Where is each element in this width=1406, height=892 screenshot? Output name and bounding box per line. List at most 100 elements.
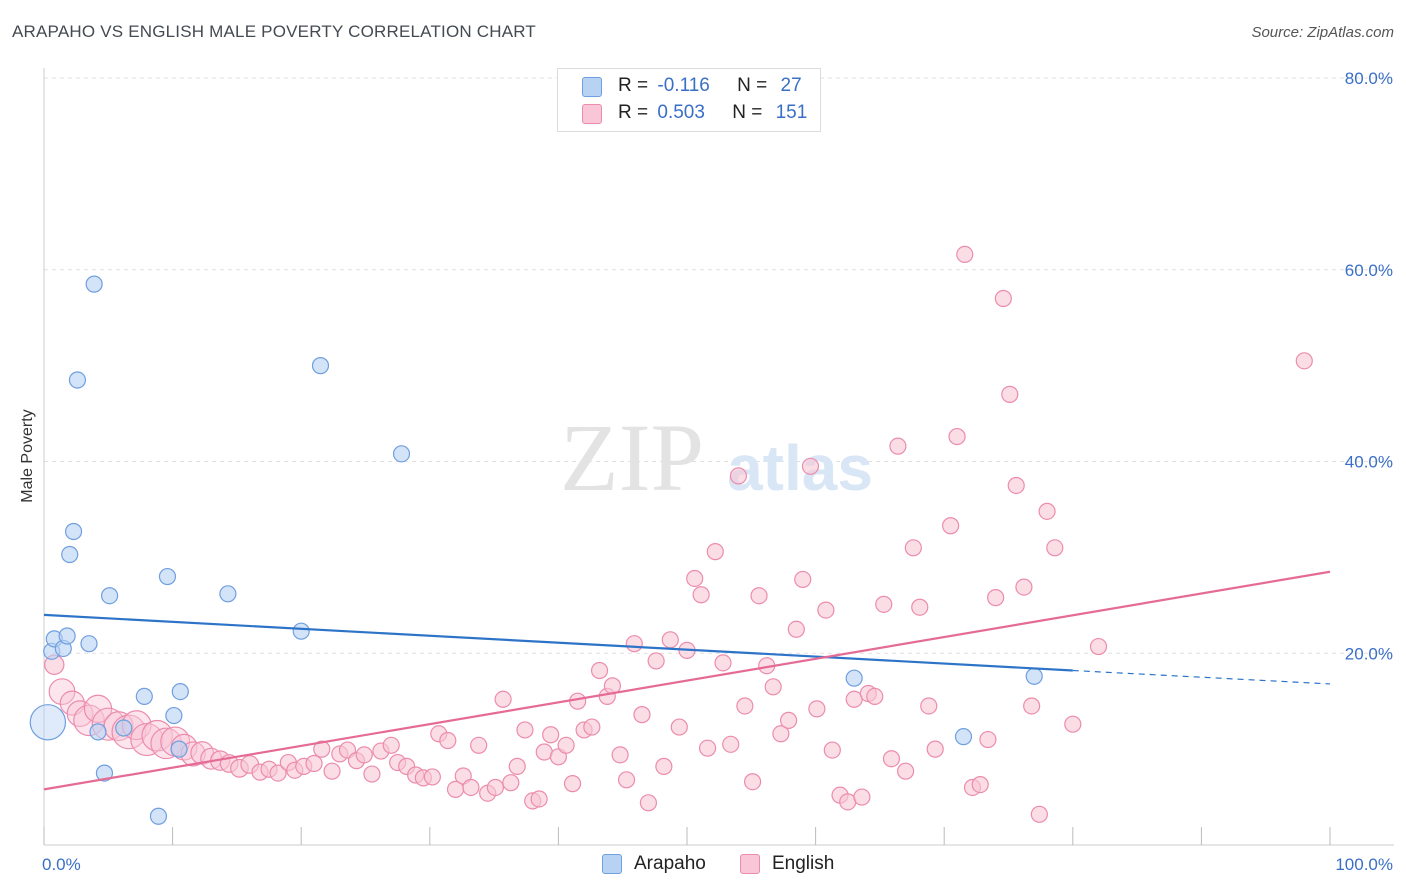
english-point-50 (486, 778, 504, 797)
trend-lines (43, 570, 1331, 791)
r-label: R = (618, 102, 649, 123)
english-point-64 (583, 718, 601, 736)
english-point-35 (363, 765, 381, 783)
arapaho-point-21 (292, 622, 310, 640)
n-label: N = (737, 75, 768, 96)
english-point-106 (889, 437, 907, 455)
english-point-37 (382, 736, 400, 754)
n-label: N = (732, 102, 763, 123)
english-point-127 (1064, 715, 1082, 733)
english-points (44, 245, 1313, 823)
arapaho-points (29, 275, 1043, 825)
english-point-86 (743, 773, 762, 791)
english-point-122 (1015, 578, 1033, 596)
legend-english-label: English (772, 853, 835, 874)
english-point-90 (772, 725, 790, 743)
english-point-113 (948, 427, 966, 446)
arapaho-point-14 (135, 687, 153, 705)
english-point-119 (994, 289, 1012, 308)
arapaho-point-5 (61, 545, 79, 564)
english-point-61 (563, 775, 582, 793)
english-point-81 (706, 543, 724, 561)
y-tick-label: 80.0% (1345, 69, 1393, 88)
x-tick-label: 0.0% (42, 855, 81, 874)
x-tick-label: 100.0% (1335, 855, 1393, 874)
arapaho-point-15 (149, 807, 168, 825)
arapaho-swatch (582, 77, 602, 97)
arapaho-point-8 (80, 635, 98, 653)
legend-arapaho-swatch (602, 854, 622, 874)
watermark: ZIP atlas (560, 404, 873, 511)
english-point-44 (439, 731, 457, 750)
english-point-47 (462, 778, 480, 797)
english-point-34 (355, 746, 373, 764)
english-point-103 (866, 687, 884, 705)
english-point-111 (926, 740, 944, 758)
english-point-107 (897, 762, 915, 780)
arapaho-point-7 (68, 371, 87, 389)
english-point-83 (722, 735, 740, 753)
y-tick-label: 20.0% (1345, 644, 1393, 663)
arapaho-point-13 (115, 719, 133, 737)
english-point-124 (1030, 805, 1048, 823)
english-point-48 (470, 736, 488, 754)
stats-box: R = -0.116 N = 27 R = 0.503 N = 151 (557, 68, 821, 132)
arapaho-point-16 (158, 567, 177, 586)
arapaho-point-10 (89, 723, 107, 741)
english-point-68 (611, 746, 629, 764)
english-point-62 (569, 692, 587, 710)
chart-title: ARAPAHO VS ENGLISH MALE POVERTY CORRELAT… (12, 22, 537, 41)
english-point-84 (729, 467, 748, 485)
y-tick-label: 60.0% (1345, 261, 1393, 280)
english-swatch (582, 104, 602, 124)
english-point-112 (942, 517, 960, 535)
english-point-89 (764, 678, 782, 696)
english-point-30 (323, 762, 341, 780)
arapaho-point-4 (58, 627, 76, 645)
english-point-70 (625, 635, 643, 653)
english-point-79 (692, 586, 710, 604)
y-tick-label: 40.0% (1345, 453, 1393, 472)
arapaho-point-12 (100, 587, 119, 605)
english-point-125 (1038, 502, 1056, 520)
english-point-87 (750, 587, 768, 605)
arapaho-trend-extension (1072, 669, 1331, 685)
english-point-101 (853, 788, 871, 806)
english-point-71 (633, 706, 651, 724)
arapaho-point-0 (29, 704, 67, 741)
axes (43, 68, 1394, 846)
english-point-58 (542, 726, 560, 744)
english-point-129 (1295, 352, 1313, 370)
english-point-78 (686, 569, 704, 588)
english-point-110 (920, 697, 938, 715)
english-point-69 (617, 771, 636, 789)
english-trend-line (43, 570, 1331, 791)
arapaho-point-22 (311, 357, 330, 375)
legend-english-swatch (740, 854, 760, 874)
english-point-85 (736, 697, 754, 715)
arapaho-point-9 (85, 275, 103, 293)
english-point-65 (590, 661, 609, 680)
english-point-108 (904, 539, 922, 557)
english-point-82 (714, 654, 732, 672)
arapaho-point-6 (64, 522, 83, 541)
english-point-97 (823, 741, 841, 759)
english-point-53 (508, 757, 526, 775)
english-point-121 (1007, 476, 1025, 495)
english-point-96 (817, 601, 835, 619)
english-point-72 (639, 794, 658, 812)
arapaho-point-25 (954, 728, 973, 746)
arapaho-point-20 (219, 585, 237, 603)
english-point-117 (979, 730, 997, 749)
english-point-128 (1089, 637, 1108, 656)
arapaho-point-17 (165, 706, 183, 725)
arapaho-point-11 (95, 764, 114, 782)
english-n-value: 151 (775, 102, 808, 123)
english-point-24 (269, 764, 287, 782)
english-point-10 (130, 722, 164, 757)
english-point-93 (794, 570, 812, 589)
english-point-80 (698, 739, 717, 757)
english-point-109 (911, 598, 929, 616)
english-r-value: 0.503 (657, 102, 705, 123)
